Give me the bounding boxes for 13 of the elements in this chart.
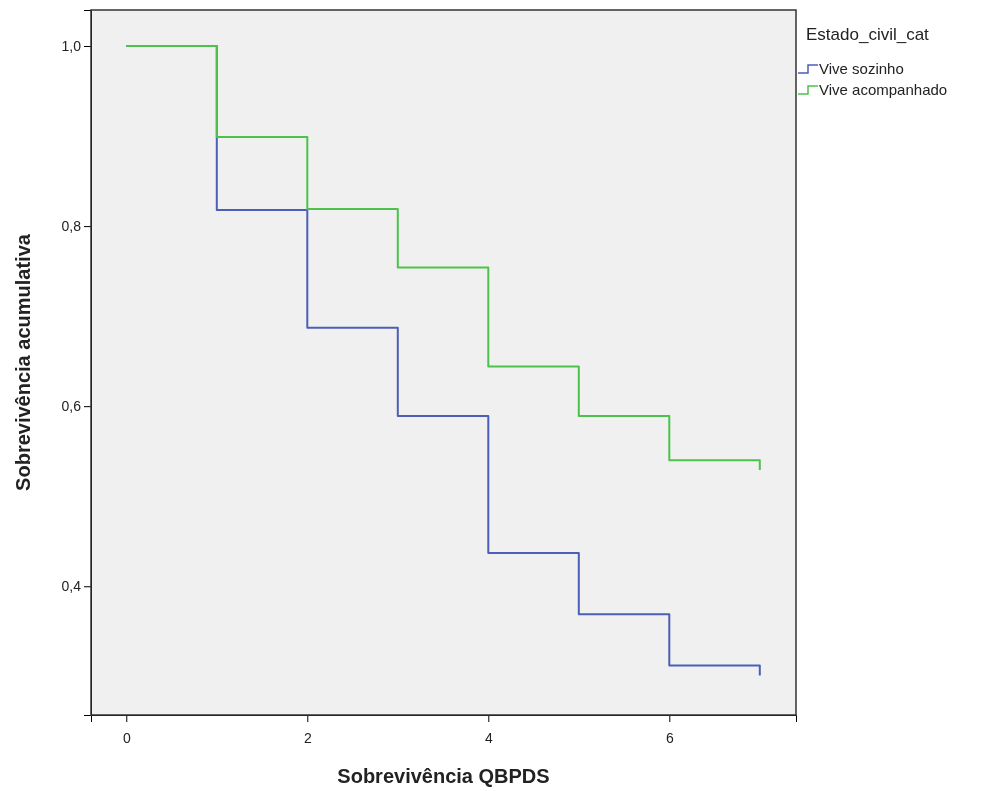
y-axis-title: Sobrevivência acumulativa	[12, 233, 34, 491]
y-tick-label: 0,6	[61, 398, 82, 415]
x-tick-label: 6	[665, 730, 674, 747]
x-axis-title: Sobrevivência QBPDS	[337, 765, 550, 787]
legend-label: Vive acompanhado	[819, 81, 948, 98]
legend-title: Estado_civil_cat	[806, 25, 930, 44]
y-tick-label: 0,4	[61, 578, 82, 595]
y-tick-label: 1,0	[61, 38, 82, 54]
y-tick-label: 0,8	[61, 218, 82, 235]
x-tick-label: 0	[122, 730, 131, 747]
x-tick-label: 2	[303, 730, 312, 747]
legend-label: Vive sozinho	[819, 60, 904, 77]
x-tick-label: 4	[484, 730, 493, 747]
